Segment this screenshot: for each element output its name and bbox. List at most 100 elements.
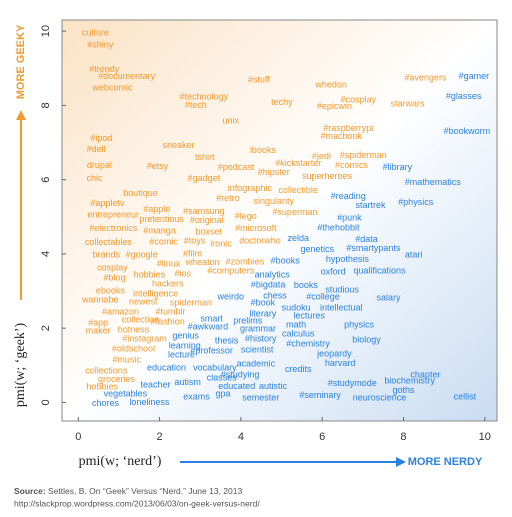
word: #punk: [337, 212, 362, 222]
y-tick-label: 8: [40, 102, 52, 108]
word: collections: [85, 366, 128, 376]
word: singularity: [254, 196, 295, 206]
word: #film: [183, 248, 202, 258]
word: #macbook: [321, 131, 363, 141]
word: gpa: [215, 389, 230, 399]
word: #technology: [180, 92, 229, 102]
word: scientist: [241, 344, 274, 354]
word: salary: [376, 292, 401, 302]
word: unix: [222, 116, 239, 126]
word: drupal: [87, 160, 112, 170]
word: #seminary: [299, 390, 341, 400]
word: sudoku: [282, 303, 311, 313]
word: #linux: [157, 258, 181, 268]
word: #toys: [184, 235, 206, 245]
word: #spiderman: [340, 150, 387, 160]
word: harvard: [325, 358, 356, 368]
y-direction-label: MORE GEEKY: [15, 24, 27, 99]
x-tick-label: 10: [479, 431, 491, 443]
word: hobbies: [86, 382, 118, 392]
word: prelims: [233, 315, 263, 325]
word: classes: [207, 373, 238, 383]
word: #app: [88, 317, 108, 327]
x-arrow-head: [396, 457, 406, 467]
word: superheroes: [302, 171, 353, 181]
word: starwars: [391, 99, 426, 109]
word: #awkward: [188, 321, 229, 331]
word: math: [286, 320, 306, 330]
source: Source: Settles, B. On “Geek” Versus “Ne…: [14, 486, 242, 496]
word: culture: [82, 27, 109, 37]
word: hypothesis: [326, 254, 370, 264]
word: #samsung: [183, 206, 225, 216]
word: #apple: [143, 204, 170, 214]
word: hackers: [152, 278, 184, 288]
word: #studymode: [328, 378, 377, 388]
word: #mathematics: [405, 177, 462, 187]
word: #dell: [87, 144, 106, 154]
word: #zombies: [226, 256, 265, 266]
word: wannabe: [81, 294, 119, 304]
word: #library: [383, 162, 413, 172]
word: #comic: [149, 236, 178, 246]
word: hobbies: [134, 269, 166, 279]
word: chic: [87, 173, 104, 183]
word: #gadget: [188, 173, 221, 183]
word: intellectual: [320, 303, 363, 313]
word: webcomic: [91, 83, 133, 93]
word: #gamer: [459, 71, 490, 81]
word: #raspberrypi: [323, 123, 373, 133]
word: #google: [126, 249, 158, 259]
y-tick-label: 0: [40, 399, 52, 405]
word: #thehobbit: [317, 222, 360, 232]
word: #computers: [207, 265, 255, 275]
word: atari: [405, 249, 423, 259]
word: analytics: [255, 269, 291, 279]
word: #ipod: [90, 133, 112, 143]
word: #amazon: [102, 307, 139, 317]
word: #tumblr: [156, 307, 186, 317]
word: chess: [263, 291, 287, 301]
word: #hipster: [258, 167, 290, 177]
word: chapter: [410, 370, 440, 380]
word: autism: [174, 377, 201, 387]
word: #epicwin: [317, 101, 352, 111]
word: #comics: [335, 160, 369, 170]
word: lectures: [293, 311, 325, 321]
word: collection: [122, 314, 160, 324]
word: exams: [183, 392, 210, 402]
word: #kickstarter: [275, 158, 321, 168]
word: jeopardy: [316, 349, 352, 359]
word: maker: [86, 326, 111, 336]
word: startrek: [356, 200, 387, 210]
word: #avengers: [404, 73, 447, 83]
word: #stuff: [248, 75, 270, 85]
word: #professor: [190, 346, 233, 356]
word: #blog: [103, 272, 125, 282]
word: credits: [285, 364, 312, 374]
word: #manga: [143, 225, 176, 235]
word: #smartypants: [346, 243, 401, 253]
source-text: Settles, B. On “Geek” Versus “Nerd.” Jun…: [48, 486, 242, 496]
word: zelda: [287, 233, 309, 243]
word: #original: [190, 215, 224, 225]
word: #bigdata: [251, 279, 286, 289]
y-tick-label: 2: [40, 325, 52, 331]
y-arrow-head: [16, 110, 26, 120]
word: goths: [392, 385, 415, 395]
x-direction-label: MORE NERDY: [408, 456, 483, 468]
word: #jedi: [312, 151, 331, 161]
word: #appletv: [91, 198, 126, 208]
y-axis-title: pmi(w; ‘geek’): [13, 322, 28, 407]
word: #podcast: [218, 162, 255, 172]
word: #bookworm: [444, 126, 491, 136]
word: techy: [271, 97, 293, 107]
word: teacher: [140, 380, 170, 390]
word: #oldschool: [112, 344, 155, 354]
word: #glasses: [446, 91, 482, 101]
word: semester: [242, 393, 279, 403]
word: groceries: [98, 374, 136, 384]
word: thesis: [215, 336, 239, 346]
word: #reading: [331, 191, 366, 201]
word: newest: [129, 297, 158, 307]
